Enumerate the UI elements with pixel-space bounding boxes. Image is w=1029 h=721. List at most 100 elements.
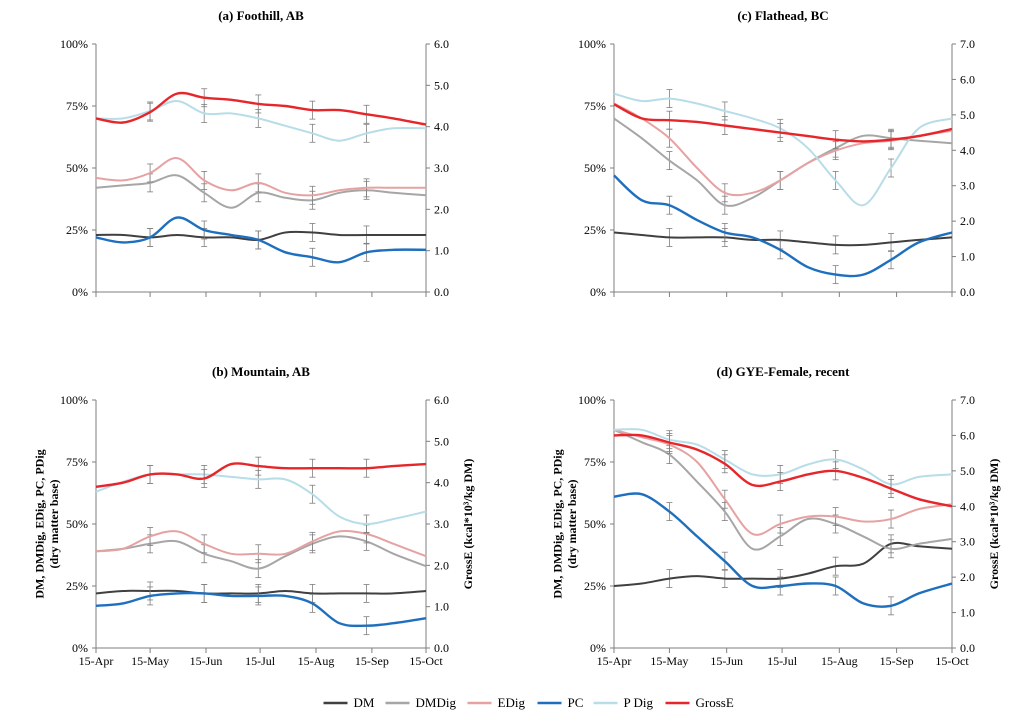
- legend-label: GrossE: [696, 695, 734, 710]
- right-tick-label: 3.0: [960, 179, 975, 193]
- right-tick-label: 7.0: [960, 37, 975, 51]
- right-tick-label: 5.0: [960, 464, 975, 478]
- legend-label: P Dig: [624, 695, 654, 710]
- left-axis-title: DM, DMDig, EDig, PC, PDig(dry matter bas…: [33, 449, 61, 598]
- right-tick-label: 4.0: [960, 499, 975, 513]
- series-line-pc: [95, 591, 427, 628]
- legend-label: DM: [354, 695, 375, 710]
- series-line-pc: [613, 174, 953, 278]
- series-line-dmdig: [613, 428, 953, 551]
- x-tick-label: 15-Aug: [298, 654, 335, 668]
- series-line-edig: [95, 157, 426, 197]
- left-tick-label: 0%: [72, 285, 88, 299]
- left-tick-label: 75%: [66, 455, 88, 469]
- left-tick-label: 50%: [584, 517, 606, 531]
- right-axis-title: GrossE (kcal*10³/kg DM): [987, 459, 1001, 590]
- right-tick-label: 5.0: [434, 78, 449, 92]
- right-tick-label: 1.0: [434, 244, 449, 258]
- right-tick-label: 6.0: [434, 393, 449, 407]
- right-tick-label: 1.0: [960, 250, 975, 264]
- panel-title: (b) Mountain, AB: [212, 364, 310, 379]
- x-tick-label: 15-Oct: [409, 654, 443, 668]
- chart-panel-4: (d) GYE-Female, recent 0% 25% 50% 75% 100% 0.0…: [551, 364, 1001, 668]
- right-tick-label: 6.0: [960, 72, 975, 86]
- series-line-dmdig: [95, 535, 427, 570]
- right-tick-label: 2.0: [434, 558, 449, 572]
- right-tick-label: 0.0: [434, 641, 449, 655]
- x-tick-label: 15-Apr: [79, 654, 114, 668]
- series-line-dm: [613, 541, 953, 587]
- series-line-pc: [95, 216, 427, 264]
- left-tick-label: 50%: [66, 161, 88, 175]
- right-tick-label: 0.0: [960, 641, 975, 655]
- series-line-p-dig: [613, 92, 953, 207]
- x-tick-label: 15-Jul: [245, 654, 276, 668]
- left-tick-label: 0%: [590, 285, 606, 299]
- left-tick-label: 100%: [578, 393, 606, 407]
- series-line-dmdig: [613, 117, 953, 207]
- left-axis-title-line-1: DM, DMDig, EDig, PC, PDig: [33, 449, 47, 598]
- left-tick-label: 0%: [72, 641, 88, 655]
- right-tick-label: 5.0: [434, 434, 449, 448]
- series-line-grosse: [613, 433, 953, 508]
- panel-title: (a) Foothill, AB: [218, 8, 304, 23]
- series-line-p-dig: [95, 472, 427, 526]
- right-tick-label: 4.0: [434, 476, 449, 490]
- left-tick-label: 75%: [584, 455, 606, 469]
- x-tick-label: 15-Oct: [935, 654, 969, 668]
- left-axis-title-line-2: (dry matter base): [47, 479, 61, 568]
- series-line-grosse: [95, 91, 427, 126]
- right-tick-label: 6.0: [434, 37, 449, 51]
- series-line-p-dig: [95, 99, 427, 142]
- left-tick-label: 25%: [584, 223, 606, 237]
- right-tick-label: 3.0: [434, 161, 449, 175]
- series-line-pc: [613, 492, 953, 608]
- panel-title: (c) Flathead, BC: [737, 8, 828, 23]
- series-line-dmdig: [95, 174, 427, 209]
- right-tick-label: 0.0: [434, 285, 449, 299]
- series-line-grosse: [95, 462, 427, 488]
- left-tick-label: 100%: [60, 393, 88, 407]
- left-tick-label: 25%: [66, 223, 88, 237]
- right-tick-label: 4.0: [960, 143, 975, 157]
- chart-panel-2: (c) Flathead, BC 0% 25% 50% 75% 100% 0.0 1.0 2.0…: [578, 8, 975, 299]
- x-tick-label: 15-May: [650, 654, 688, 668]
- x-tick-label: 15-Apr: [597, 654, 632, 668]
- left-tick-label: 25%: [584, 579, 606, 593]
- series-line-edig: [613, 102, 953, 197]
- series-line-edig: [95, 530, 427, 558]
- legend-label: DMDig: [416, 695, 457, 710]
- right-tick-label: 2.0: [960, 214, 975, 228]
- x-tick-label: 15-Jun: [190, 654, 223, 668]
- right-tick-label: 1.0: [960, 606, 975, 620]
- right-tick-label: 3.0: [960, 535, 975, 549]
- left-tick-label: 75%: [66, 99, 88, 113]
- x-tick-label: 15-May: [131, 654, 169, 668]
- chart-panel-1: (a) Foothill, AB 0% 25% 50% 75% 100% 0.0 1.0 2.0…: [60, 8, 449, 299]
- left-tick-label: 75%: [584, 99, 606, 113]
- series-line-dm: [613, 231, 953, 247]
- legend-label: EDig: [498, 695, 526, 710]
- x-tick-label: 15-Sep: [880, 654, 914, 668]
- legend-label: PC: [568, 695, 584, 710]
- right-tick-label: 0.0: [960, 285, 975, 299]
- left-axis-title-line-1: DM, DMDig, EDig, PC, PDig: [551, 449, 565, 598]
- left-axis-title: DM, DMDig, EDig, PC, PDig(dry matter bas…: [551, 449, 579, 598]
- left-axis-title-line-2: (dry matter base): [565, 479, 579, 568]
- right-tick-label: 6.0: [960, 428, 975, 442]
- left-tick-label: 100%: [60, 37, 88, 51]
- panel-title: (d) GYE-Female, recent: [717, 364, 851, 379]
- x-tick-label: 15-Jun: [710, 654, 743, 668]
- series-line-grosse: [613, 103, 953, 143]
- left-tick-label: 100%: [578, 37, 606, 51]
- legend: DM DMDig EDig PC P Dig GrossE: [323, 695, 734, 710]
- right-tick-label: 2.0: [434, 202, 449, 216]
- left-tick-label: 50%: [584, 161, 606, 175]
- series-line-dm: [95, 589, 427, 595]
- right-tick-label: 1.0: [434, 600, 449, 614]
- x-tick-label: 15-Jul: [767, 654, 798, 668]
- right-tick-label: 3.0: [434, 517, 449, 531]
- right-tick-label: 5.0: [960, 108, 975, 122]
- left-tick-label: 0%: [590, 641, 606, 655]
